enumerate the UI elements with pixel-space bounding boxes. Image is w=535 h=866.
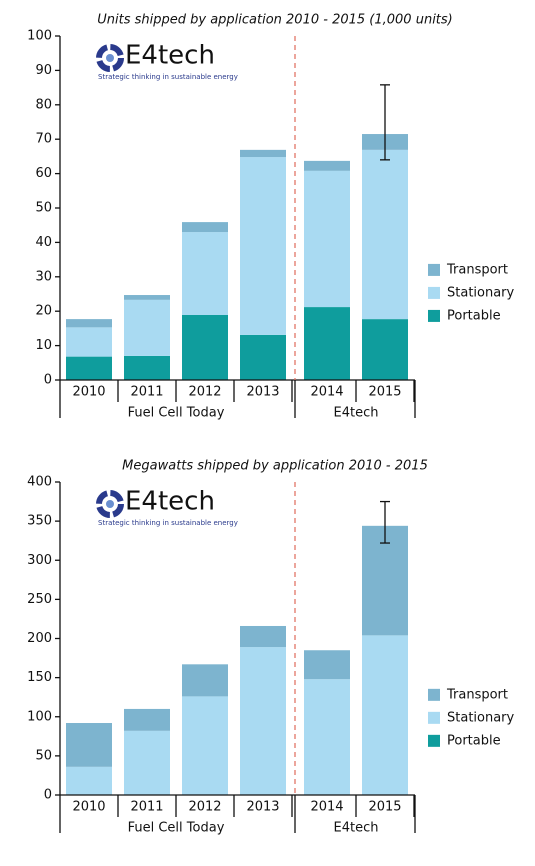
- x-tick-label: 2012: [188, 385, 221, 400]
- x-tick-label: 2012: [188, 800, 221, 815]
- y-tick-label: 100: [27, 709, 52, 724]
- bar-segment: [182, 232, 228, 315]
- bar-segment: [66, 766, 112, 795]
- bar-segment: [124, 708, 170, 731]
- bar-segment: [66, 356, 112, 380]
- legend-swatch: [428, 734, 440, 747]
- bar-segment: [362, 319, 408, 380]
- x-tick-label: 2014: [310, 385, 343, 400]
- y-tick-label: 100: [27, 29, 52, 44]
- bar-segment: [66, 723, 112, 767]
- legend-swatch: [428, 309, 440, 322]
- bar-segment: [124, 295, 170, 300]
- y-tick-label: 30: [35, 269, 52, 284]
- bar-segment: [124, 355, 170, 380]
- bar-segment: [182, 664, 228, 697]
- y-tick-label: 250: [27, 592, 52, 607]
- bar-segment: [304, 170, 350, 308]
- bar-segment: [362, 525, 408, 636]
- x-tick-label: 2015: [368, 385, 401, 400]
- bar-segment: [182, 314, 228, 380]
- x-tick-label: 2014: [310, 800, 343, 815]
- x-tick-label: 2010: [72, 800, 105, 815]
- bar-segment: [66, 327, 112, 357]
- logo-name: E4tech: [125, 487, 215, 517]
- bar-segment: [362, 149, 408, 320]
- legend-swatch: [428, 286, 440, 299]
- x-tick-label: 2015: [368, 800, 401, 815]
- y-tick-label: 300: [27, 553, 52, 568]
- bar-segment: [240, 625, 286, 648]
- x-tick-label: 2013: [246, 800, 279, 815]
- group-label: Fuel Cell Today: [128, 406, 225, 421]
- y-tick-label: 60: [35, 166, 52, 181]
- y-tick-label: 0: [44, 373, 52, 388]
- legend-label: Stationary: [447, 285, 515, 300]
- bar-segment: [362, 635, 408, 795]
- bar-segment: [304, 650, 350, 680]
- legend-swatch: [428, 688, 440, 701]
- bar-segment: [240, 334, 286, 380]
- legend-swatch: [428, 711, 440, 724]
- y-tick-label: 80: [35, 97, 52, 112]
- y-tick-label: 200: [27, 631, 52, 646]
- y-tick-label: 0: [44, 788, 52, 803]
- group-label: E4tech: [334, 406, 379, 421]
- group-label: E4tech: [334, 821, 379, 836]
- bar-segment: [124, 299, 170, 356]
- legend-swatch: [428, 263, 440, 276]
- logo-icon: [96, 44, 124, 72]
- bar-segment: [182, 696, 228, 795]
- legend-label: Portable: [447, 733, 501, 748]
- y-tick-label: 40: [35, 235, 52, 250]
- y-tick-label: 70: [35, 132, 52, 147]
- bar-segment: [124, 730, 170, 795]
- y-tick-label: 350: [27, 514, 52, 529]
- bar-segment: [66, 319, 112, 328]
- chart-title: Megawatts shipped by application 2010 - …: [122, 459, 428, 474]
- bar-segment: [304, 679, 350, 795]
- logo-icon-center: [106, 54, 114, 62]
- legend-label: Transport: [446, 687, 508, 702]
- bar-segment: [240, 149, 286, 158]
- logo-name: E4tech: [125, 41, 215, 71]
- y-tick-label: 400: [27, 475, 52, 490]
- bar-segment: [304, 307, 350, 380]
- x-tick-label: 2010: [72, 385, 105, 400]
- legend-label: Stationary: [447, 710, 515, 725]
- chart-title: Units shipped by application 2010 - 2015…: [97, 13, 453, 28]
- y-tick-label: 10: [35, 338, 52, 353]
- group-label: Fuel Cell Today: [128, 821, 225, 836]
- y-tick-label: 150: [27, 670, 52, 685]
- y-tick-label: 50: [35, 201, 52, 216]
- y-tick-label: 50: [35, 748, 52, 763]
- x-tick-label: 2011: [130, 385, 163, 400]
- bar-segment: [240, 647, 286, 795]
- legend-label: Portable: [447, 308, 501, 323]
- logo-tagline: Strategic thinking in sustainable energy: [98, 73, 238, 81]
- bar-segment: [240, 157, 286, 335]
- y-tick-label: 20: [35, 304, 52, 319]
- legend-label: Transport: [446, 262, 508, 277]
- bar-segment: [304, 160, 350, 171]
- logo-icon-center: [106, 500, 114, 508]
- x-tick-label: 2013: [246, 385, 279, 400]
- y-tick-label: 90: [35, 63, 52, 78]
- logo-icon: [96, 490, 124, 518]
- x-tick-label: 2011: [130, 800, 163, 815]
- bar-segment: [182, 222, 228, 233]
- logo-tagline: Strategic thinking in sustainable energy: [98, 519, 238, 527]
